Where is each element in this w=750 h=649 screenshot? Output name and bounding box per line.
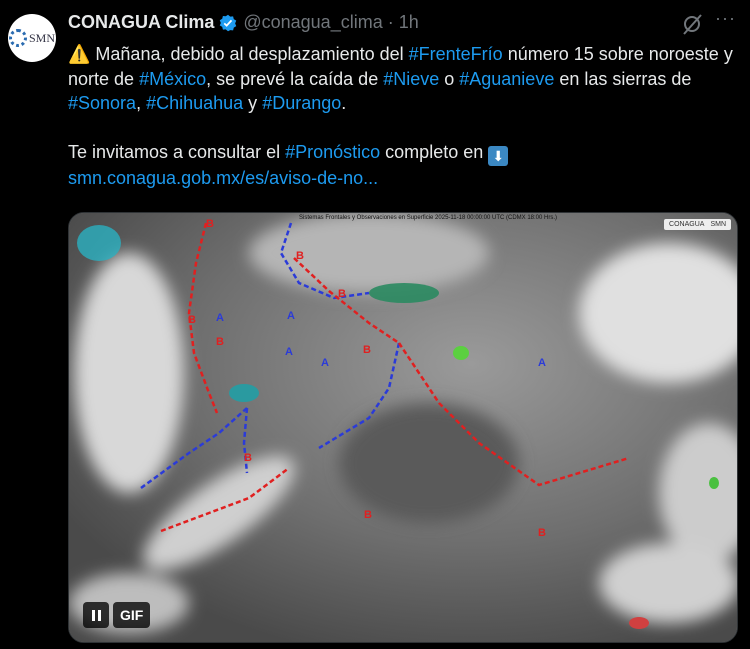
gif-badge: GIF [113,602,151,628]
text-span: . [341,93,347,113]
text-span: en las sierras de [554,68,692,89]
grok-icon[interactable] [680,12,704,36]
low-pressure-label: B [538,527,546,539]
low-pressure-label: B [364,509,372,521]
tweet-paragraph-1: ⚠️ Mañana, debido al desplazamiento del … [68,42,738,116]
precipitation-layer [77,225,719,629]
hashtag-link[interactable]: #Pronóstico [285,142,381,162]
warm-front [187,222,219,414]
handle[interactable]: @conagua_clima [243,12,383,32]
gif-controls: GIF [83,602,151,628]
text-span: , se prevé la caída de [206,68,384,89]
text-span: o [439,68,460,89]
warm-front [397,342,630,487]
low-pressure-label: B [244,452,252,464]
smn-logo-icon [8,29,27,47]
display-name[interactable]: CONAGUA Clima [68,12,215,32]
low-pressure-label: B [296,250,304,262]
high-pressure-label: A [321,357,329,369]
text-span: ⚠️ Mañana, debido al desplazamiento del [68,44,409,64]
cold-front [279,222,370,300]
cold-front [242,407,249,474]
map-title: Sistemas Frontales y Observaciones en Su… [299,215,558,221]
map-logos: CONAGUA SMN [664,219,731,230]
tweet-header: CONAGUA Clima @conagua_clima · 1h [68,12,419,33]
hashtag-link[interactable]: #Aguanieve [459,68,555,89]
avatar-text: SMN [28,30,55,45]
warm-front [293,257,400,345]
timestamp[interactable]: 1h [398,12,419,32]
low-pressure-label: B [188,314,196,326]
hashtag-link[interactable]: #Nieve [383,68,440,89]
smn-logo: SMN [710,221,726,228]
tweet-paragraph-2: Te invitamos a consultar el #Pronóstico … [68,140,738,191]
avatar[interactable]: SMN [8,14,56,62]
pause-button[interactable] [83,602,109,628]
low-pressure-label: B [363,344,371,356]
external-link[interactable]: smn.conagua.gob.mx/es/aviso-de-no... [68,168,379,188]
hashtag-link[interactable]: #Sonora [68,93,137,113]
tweet-text: ⚠️ Mañana, debido al desplazamiento del … [68,42,738,191]
text-span: completo en [380,142,489,162]
text-span: y [243,93,263,113]
cold-front [140,407,248,490]
hashtag-link[interactable]: #Chihuahua [146,93,244,113]
high-pressure-label: A [216,312,224,324]
weather-fronts [140,222,630,533]
conagua-logo: CONAGUA [669,221,705,228]
cloud-layer [69,213,737,633]
more-options-button[interactable]: ··· [715,8,736,28]
text-span: , [136,93,147,113]
text-span: número 15 sobre noroeste y norte de [68,44,733,89]
separator: · [387,12,394,32]
low-pressure-label: B [338,288,346,300]
text-span: Te invitamos a consultar el [68,142,286,162]
hashtag-link[interactable]: #México [139,68,207,89]
hashtag-link[interactable]: #FrenteFrío [408,44,503,64]
cold-front [318,342,401,450]
low-pressure-label: B [206,218,214,230]
high-pressure-label: A [287,310,295,322]
verified-badge-icon [220,14,237,31]
low-pressure-label: B [216,336,224,348]
down-arrow-icon: ⬇ [488,146,509,166]
hashtag-link[interactable]: #Durango [262,93,342,113]
high-pressure-label: A [285,346,293,358]
high-pressure-label: A [538,357,546,369]
warm-front [160,467,290,533]
